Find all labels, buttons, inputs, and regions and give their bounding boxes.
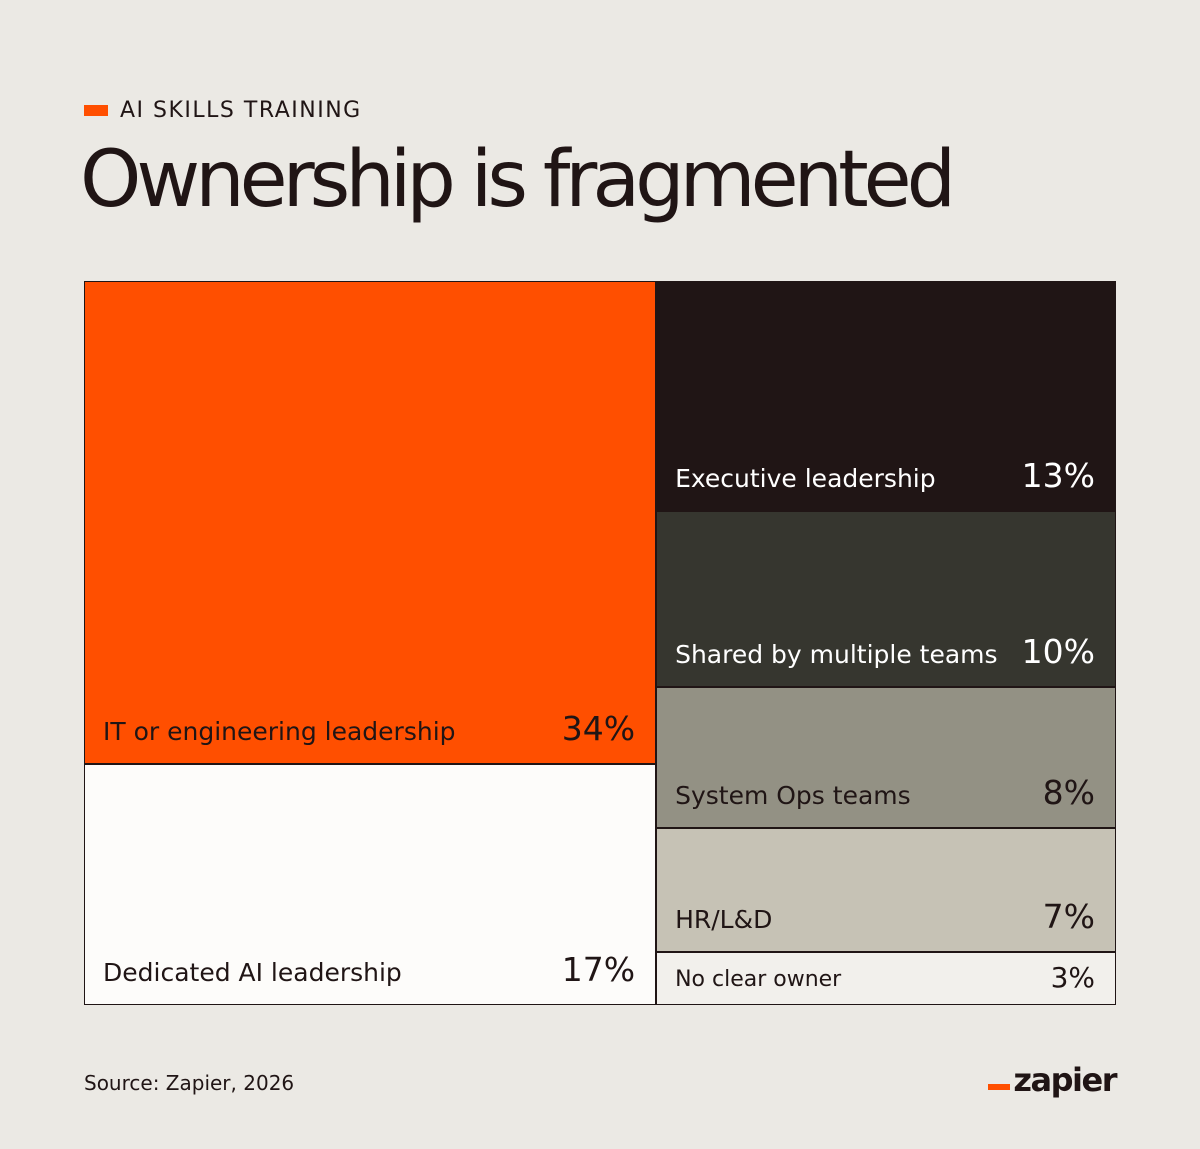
cell-label: No clear owner <box>675 966 842 992</box>
cell-label: Executive leadership <box>675 463 936 493</box>
treemap-cell-dedicated-ai-leadership: Dedicated AI leadership 17% <box>84 763 657 1005</box>
cell-value: 17% <box>561 949 636 989</box>
cell-label: IT or engineering leadership <box>103 716 456 746</box>
zapier-logo: zapier <box>988 1061 1117 1099</box>
cell-value: 8% <box>1042 773 1095 813</box>
treemap-cell-system-ops-teams: System Ops teams 8% <box>656 687 1116 829</box>
cell-value: 34% <box>561 708 636 748</box>
eyebrow: AI SKILLS TRAINING <box>84 96 362 124</box>
logo-wordmark: zapier <box>1013 1061 1117 1099</box>
eyebrow-label: AI SKILLS TRAINING <box>120 97 362 123</box>
treemap-cell-hr-l-d: HR/L&D 7% <box>656 828 1116 953</box>
cell-label: HR/L&D <box>675 905 773 935</box>
eyebrow-accent-mark <box>84 104 108 116</box>
chart-title: Ownership is fragmented <box>80 135 956 225</box>
cell-label: Dedicated AI leadership <box>103 957 402 987</box>
treemap-cell-shared-by-multiple-teams: Shared by multiple teams 10% <box>656 510 1116 688</box>
source-note: Source: Zapier, 2026 <box>84 1071 295 1095</box>
cell-value: 3% <box>1050 960 1095 994</box>
cell-value: 13% <box>1021 455 1095 495</box>
cell-value: 10% <box>1021 632 1095 672</box>
cell-label: Shared by multiple teams <box>675 640 998 670</box>
cell-value: 7% <box>1042 897 1095 937</box>
cell-label: System Ops teams <box>675 781 911 811</box>
treemap-cell-it-or-engineering-leadership: IT or engineering leadership 34% <box>84 281 657 764</box>
treemap-cell-executive-leadership: Executive leadership 13% <box>656 281 1116 511</box>
treemap-cell-no-clear-owner: No clear owner 3% <box>656 952 1116 1005</box>
logo-accent-bar <box>988 1084 1011 1090</box>
